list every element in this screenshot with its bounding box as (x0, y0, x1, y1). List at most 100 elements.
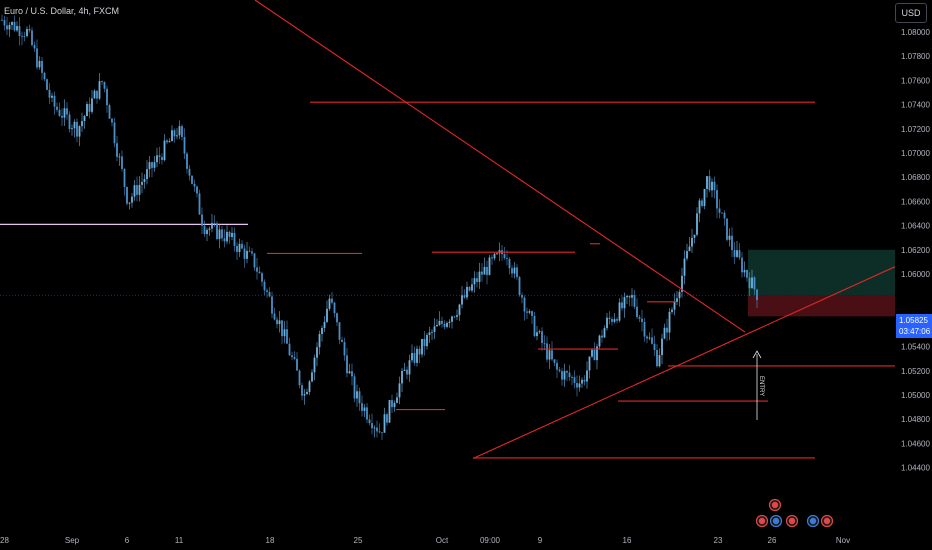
candle-body (756, 289, 758, 301)
candle-body (233, 232, 236, 246)
candle-body (373, 427, 376, 429)
candle-body (433, 326, 436, 332)
candle-body (141, 181, 143, 185)
candle-body (238, 243, 241, 252)
price-tick-label: 1.06200 (901, 246, 930, 255)
event-flag-icon (758, 517, 766, 525)
candle-body (671, 309, 673, 312)
candle-body (411, 353, 413, 361)
candle-body (601, 335, 603, 338)
candle-body (406, 369, 408, 375)
price-tick-label: 1.05200 (901, 367, 930, 376)
event-flag-icon (772, 517, 780, 525)
candle-body (471, 284, 473, 291)
candle-body (81, 121, 83, 127)
candle-body (26, 28, 28, 36)
candle-body (246, 250, 248, 259)
candle-body (226, 231, 228, 242)
candle-body (316, 347, 318, 358)
candle-body (281, 320, 283, 337)
candle-body (338, 322, 341, 340)
candle-body (578, 383, 581, 388)
candle-body (218, 229, 221, 240)
candle-body (321, 327, 323, 335)
candle-body (568, 372, 571, 378)
candle-body (148, 162, 151, 170)
candle-body (413, 353, 416, 363)
candle-body (251, 251, 253, 254)
candle-body (76, 121, 78, 137)
candle-body (266, 290, 268, 292)
candle-body (263, 281, 266, 291)
candle-body (681, 275, 683, 292)
price-tick-label: 1.05400 (901, 343, 930, 352)
candle-body (456, 315, 458, 317)
candle-body (488, 257, 491, 275)
candle-body (53, 95, 56, 107)
candle-body (276, 319, 278, 325)
candle-body (696, 213, 698, 235)
candle-body (96, 90, 98, 99)
candle-body (658, 355, 661, 367)
candle-body (91, 98, 93, 112)
currency-button[interactable]: USD (895, 3, 927, 23)
price-tick-label: 1.07200 (901, 125, 930, 134)
candle-body (173, 130, 176, 137)
candle-body (33, 45, 36, 49)
candle-body (31, 30, 33, 46)
current-price-value: 1.05825 (899, 316, 928, 325)
candle-body (538, 331, 541, 333)
candle-body (98, 81, 101, 99)
candle-body (361, 403, 363, 411)
candle-body (291, 355, 293, 358)
candle-body (1, 19, 3, 21)
candle-body (646, 336, 648, 339)
candle-body (128, 202, 131, 204)
candle-body (731, 235, 733, 251)
candle-body (558, 369, 561, 372)
candle-body (643, 321, 646, 337)
price-tick-label: 1.08000 (901, 28, 930, 37)
candle-body (543, 342, 546, 344)
candle-body (478, 271, 481, 282)
candle-body (563, 371, 566, 380)
take-profit-zone (748, 249, 895, 296)
candle-body (288, 343, 291, 356)
candle-body (358, 391, 361, 404)
candle-body (678, 291, 681, 299)
price-tick-label: 1.06000 (901, 270, 930, 279)
candle-body (506, 258, 508, 259)
candle-body (523, 297, 526, 312)
candle-body (296, 358, 298, 371)
candle-body (313, 357, 316, 373)
candle-body (736, 250, 738, 257)
candle-body (448, 321, 451, 323)
candle-body (203, 225, 206, 235)
candle-body (416, 348, 418, 363)
candle-body (143, 179, 146, 182)
candle-body (726, 218, 728, 240)
descending-trendline (254, 0, 746, 333)
candle-body (138, 184, 141, 195)
candle-body (41, 60, 43, 73)
candle-body (301, 385, 303, 396)
candle-body (598, 335, 601, 347)
price-tick-label: 1.07600 (901, 76, 930, 85)
candle-body (101, 81, 103, 83)
candle-body (648, 337, 651, 339)
candle-body (396, 397, 398, 403)
candle-body (13, 22, 16, 31)
candle-body (73, 121, 76, 129)
candle-body (3, 20, 6, 26)
candle-body (118, 156, 121, 158)
candle-body (136, 185, 138, 195)
candle-body (18, 26, 21, 36)
candle-body (116, 143, 118, 157)
candle-body (271, 296, 273, 314)
candle-body (728, 235, 731, 240)
candle-body (403, 369, 406, 371)
time-tick-label: 23 (714, 536, 723, 545)
time-tick-label: 18 (266, 536, 275, 545)
candle-body (701, 200, 703, 206)
